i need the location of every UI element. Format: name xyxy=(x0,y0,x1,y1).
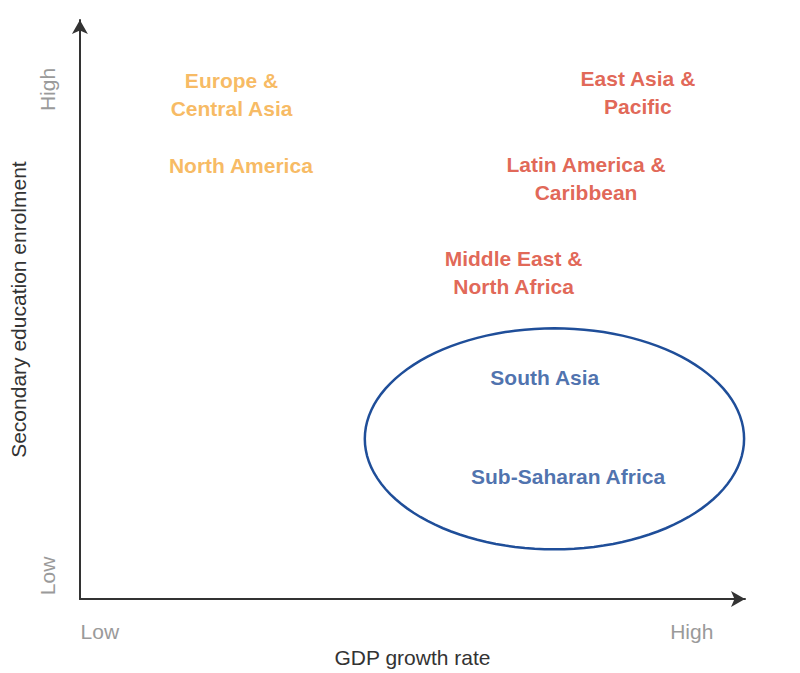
svg-text:Europe &: Europe & xyxy=(185,69,278,92)
svg-text:North Africa: North Africa xyxy=(453,275,574,298)
svg-text:Pacific: Pacific xyxy=(604,95,672,118)
svg-text:Caribbean: Caribbean xyxy=(535,181,638,204)
svg-text:Low: Low xyxy=(36,556,59,595)
svg-text:North America: North America xyxy=(169,154,313,177)
svg-text:Central Asia: Central Asia xyxy=(171,97,293,120)
svg-text:High: High xyxy=(670,620,713,643)
svg-text:Sub-Saharan Africa: Sub-Saharan Africa xyxy=(471,465,665,488)
svg-text:East Asia &: East Asia & xyxy=(581,67,696,90)
svg-text:Low: Low xyxy=(81,620,120,643)
svg-text:Secondary education enrolment: Secondary education enrolment xyxy=(7,161,30,458)
svg-text:High: High xyxy=(36,68,59,111)
svg-text:GDP growth rate: GDP growth rate xyxy=(334,646,490,669)
svg-text:Latin America &: Latin America & xyxy=(506,153,665,176)
svg-text:Middle East &: Middle East & xyxy=(445,247,583,270)
svg-text:South Asia: South Asia xyxy=(490,366,599,389)
